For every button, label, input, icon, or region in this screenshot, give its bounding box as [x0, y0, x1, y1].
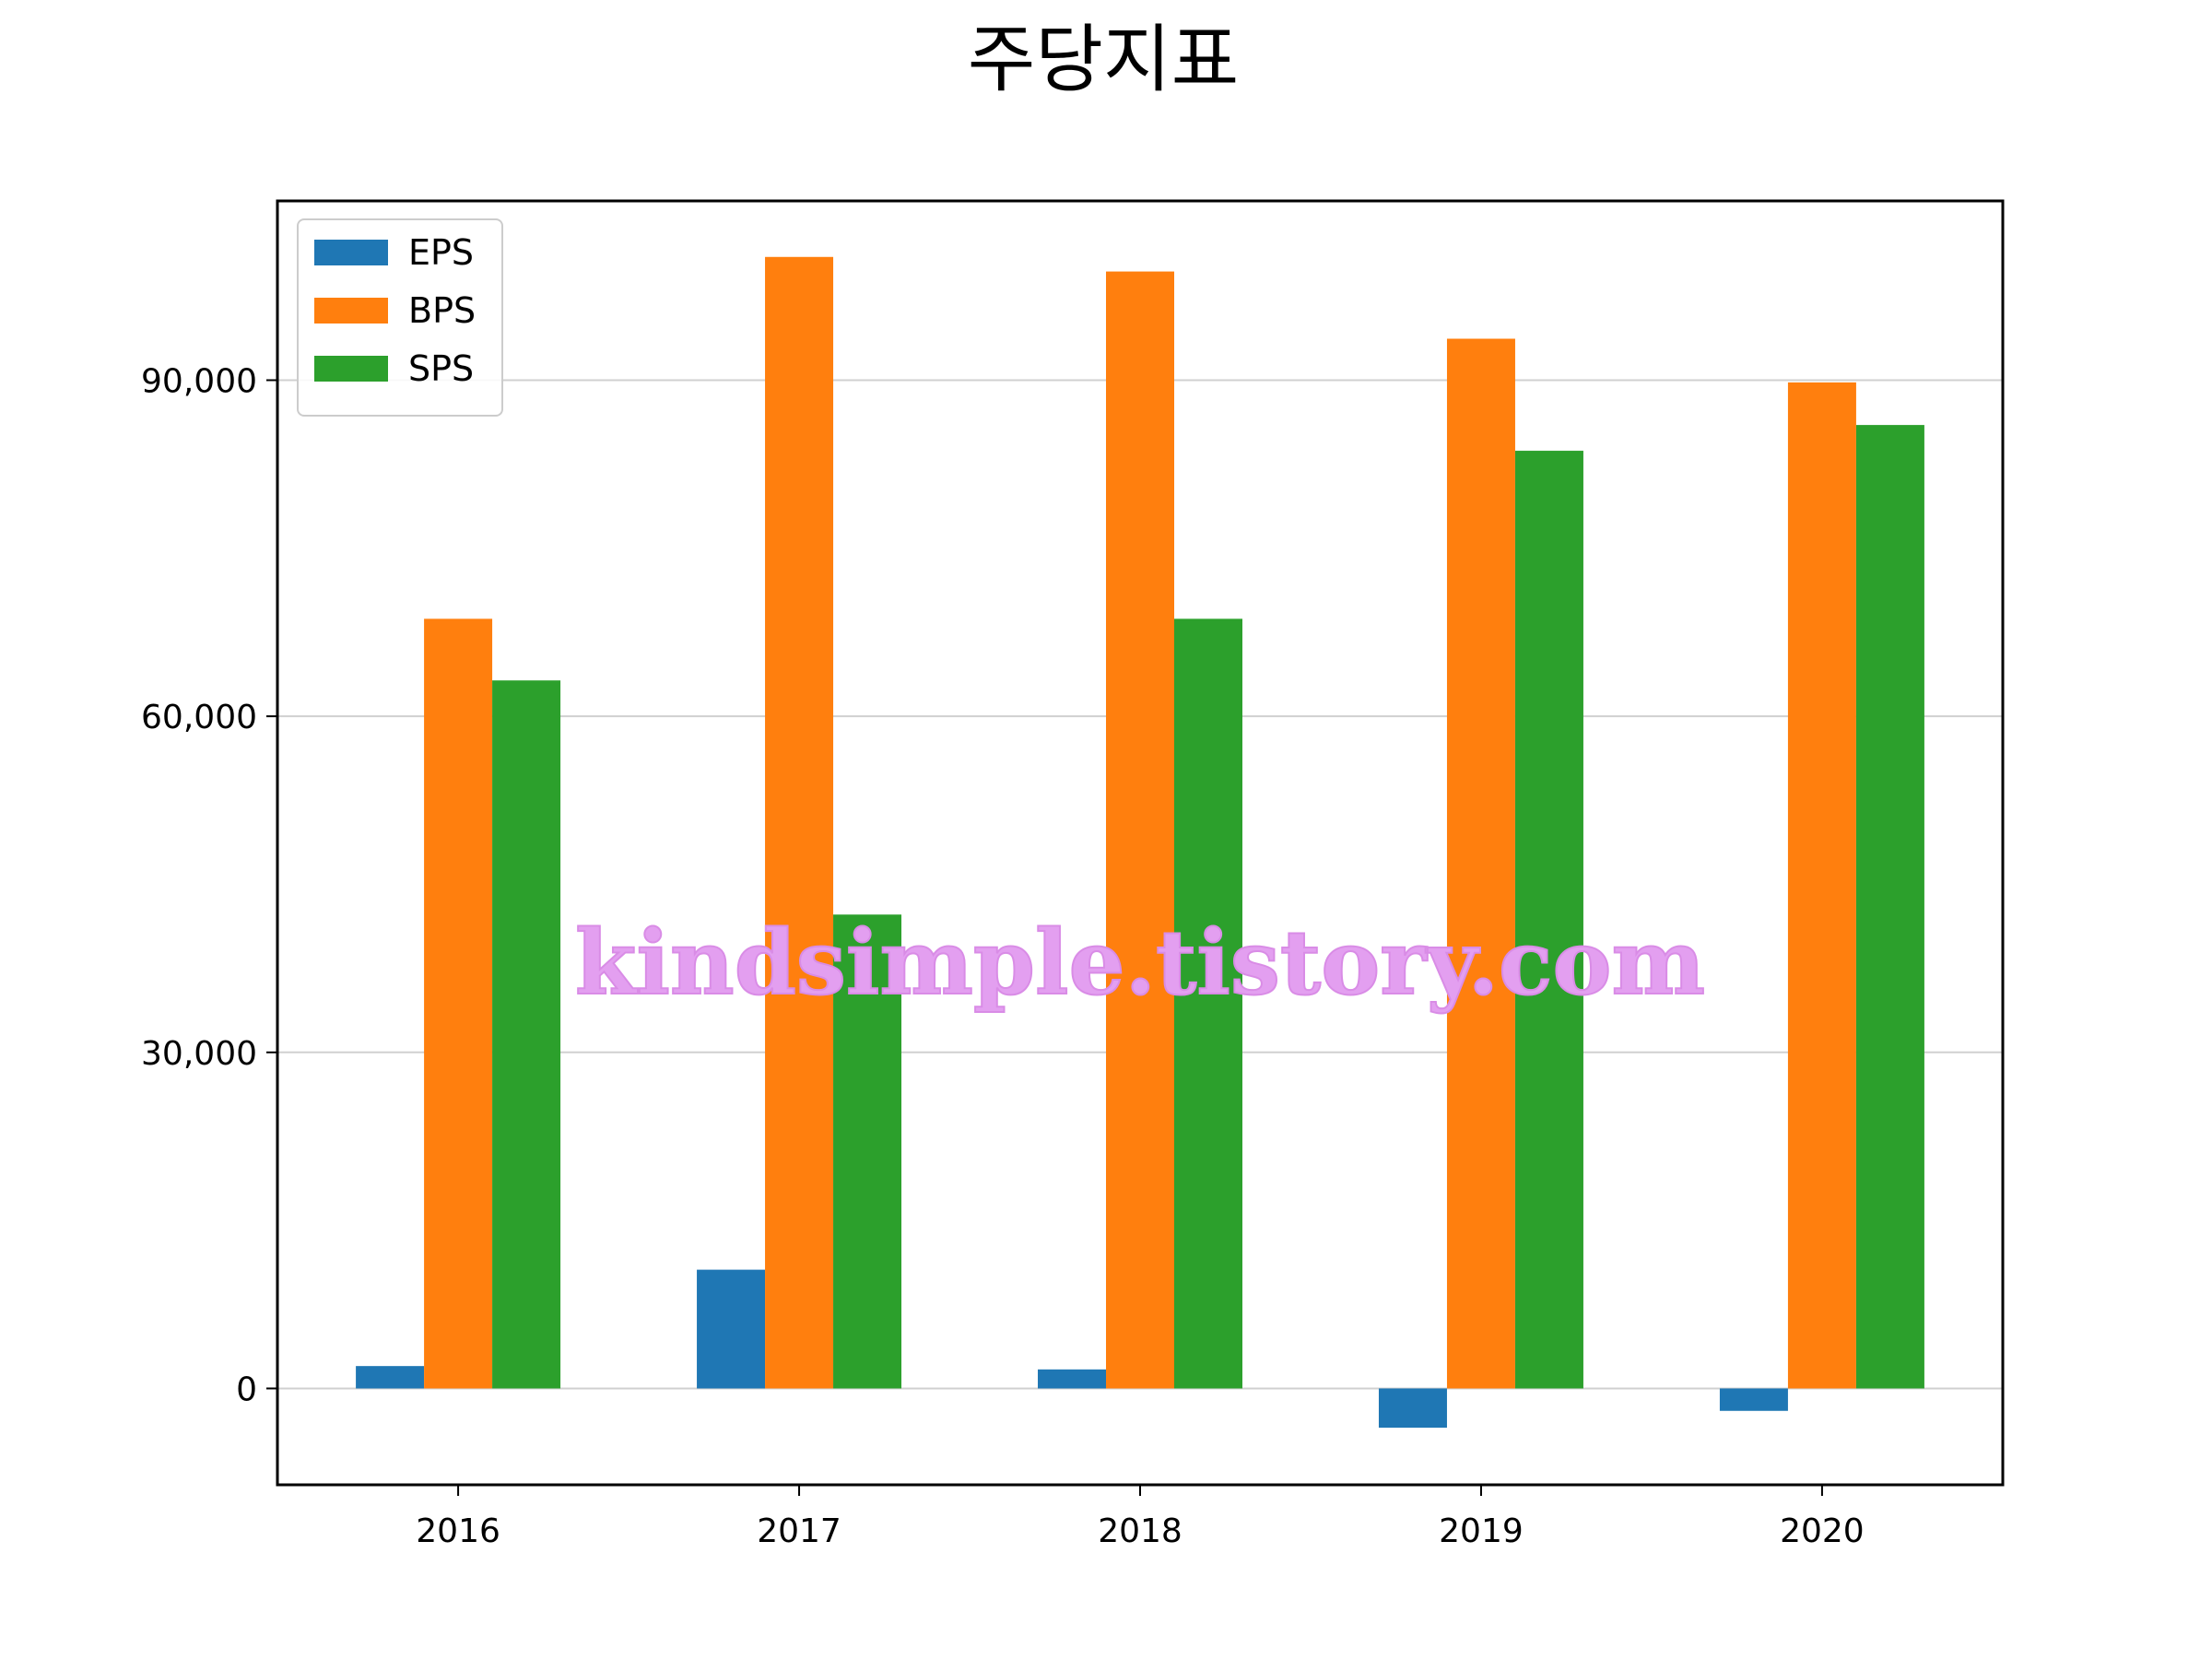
x-tick-label: 2020 — [1780, 1512, 1865, 1550]
legend-swatch — [314, 240, 388, 265]
bar-bps — [1446, 338, 1515, 1389]
legend-label: EPS — [408, 232, 474, 273]
bar-bps — [1787, 382, 1856, 1389]
legend: EPS BPS SPS — [297, 218, 503, 417]
chart-title: 주당지표 — [968, 17, 1239, 102]
bar-bps — [424, 618, 493, 1389]
y-axis: 0 30,000 60,000 90,000 — [141, 362, 277, 1408]
bar-eps — [1378, 1388, 1447, 1429]
y-tick-label: 60,000 — [141, 699, 257, 736]
bar-eps — [356, 1366, 425, 1389]
bar-bps — [765, 256, 834, 1389]
bar-eps — [1719, 1388, 1788, 1411]
bar-sps — [833, 914, 902, 1389]
x-tick-label: 2018 — [1098, 1512, 1182, 1550]
legend-swatch — [314, 298, 388, 324]
bar-sps — [492, 680, 561, 1389]
legend-swatch — [314, 356, 388, 382]
bar-bps — [1106, 271, 1174, 1389]
legend-label: BPS — [408, 290, 476, 331]
bar-sps — [1855, 425, 1924, 1389]
y-tick-label: 90,000 — [141, 362, 257, 400]
legend-label: SPS — [408, 348, 474, 389]
x-tick-label: 2016 — [416, 1512, 500, 1550]
watermark: kindsimple.tistory.com — [575, 911, 1705, 1015]
x-tick-label: 2019 — [1439, 1512, 1524, 1550]
y-tick-label: 30,000 — [141, 1035, 257, 1073]
y-tick-label: 0 — [236, 1371, 257, 1408]
bar-eps — [1038, 1369, 1107, 1389]
bar-eps — [697, 1269, 766, 1389]
bars — [356, 256, 1924, 1429]
x-tick-label: 2017 — [757, 1512, 841, 1550]
bar-sps — [1514, 451, 1583, 1389]
x-axis: 2016 2017 2018 2019 2020 — [416, 1485, 1865, 1550]
bar-sps — [1173, 618, 1242, 1389]
